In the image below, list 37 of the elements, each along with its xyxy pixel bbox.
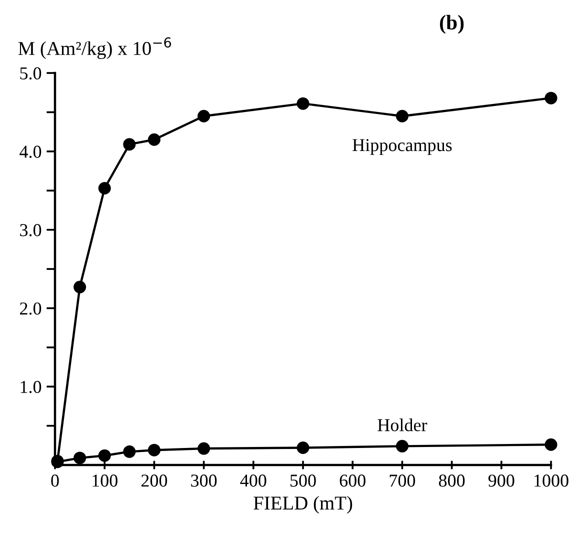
point [198,110,210,122]
y-axis-title: M (Am²/kg) x 10$^{−6}$ [18,37,172,60]
point [396,440,408,452]
x-tick-label: 400 [240,474,266,487]
x-tick-label: 300 [191,474,217,487]
point [98,182,111,194]
point [544,438,558,451]
x-tick-label: 700 [390,474,416,487]
point [148,133,160,146]
x-tick-label: 900 [488,474,514,487]
x-tick-label: 200 [141,474,168,487]
point [98,449,111,462]
point [123,445,136,458]
x-tick-label: 600 [340,474,366,487]
point [123,138,136,151]
point [396,110,408,122]
y-tick-label: 5.0 [20,67,42,80]
y-tick-label: 4.0 [20,146,42,158]
point [74,452,86,464]
x-tick-label: 1000 [534,474,568,487]
point [198,442,210,455]
point [148,444,160,456]
point [296,97,310,110]
point [544,92,558,104]
text: (b) [440,14,464,34]
series-label: Holder [378,418,428,432]
y-tick-label: 1.0 [20,380,42,394]
x-tick-label: 0 [51,474,59,487]
x-tick-label: 100 [92,474,118,487]
y-tick-label: 2.0 [20,302,42,315]
y-tick-label: 3.0 [20,224,42,236]
x-tick-label: 500 [290,474,316,487]
x-tick-label: 800 [438,474,465,487]
x-axis-title: FIELD (mT) [254,496,352,514]
point [296,442,310,454]
series-label: Hippocampus [352,139,452,155]
point [74,280,86,294]
